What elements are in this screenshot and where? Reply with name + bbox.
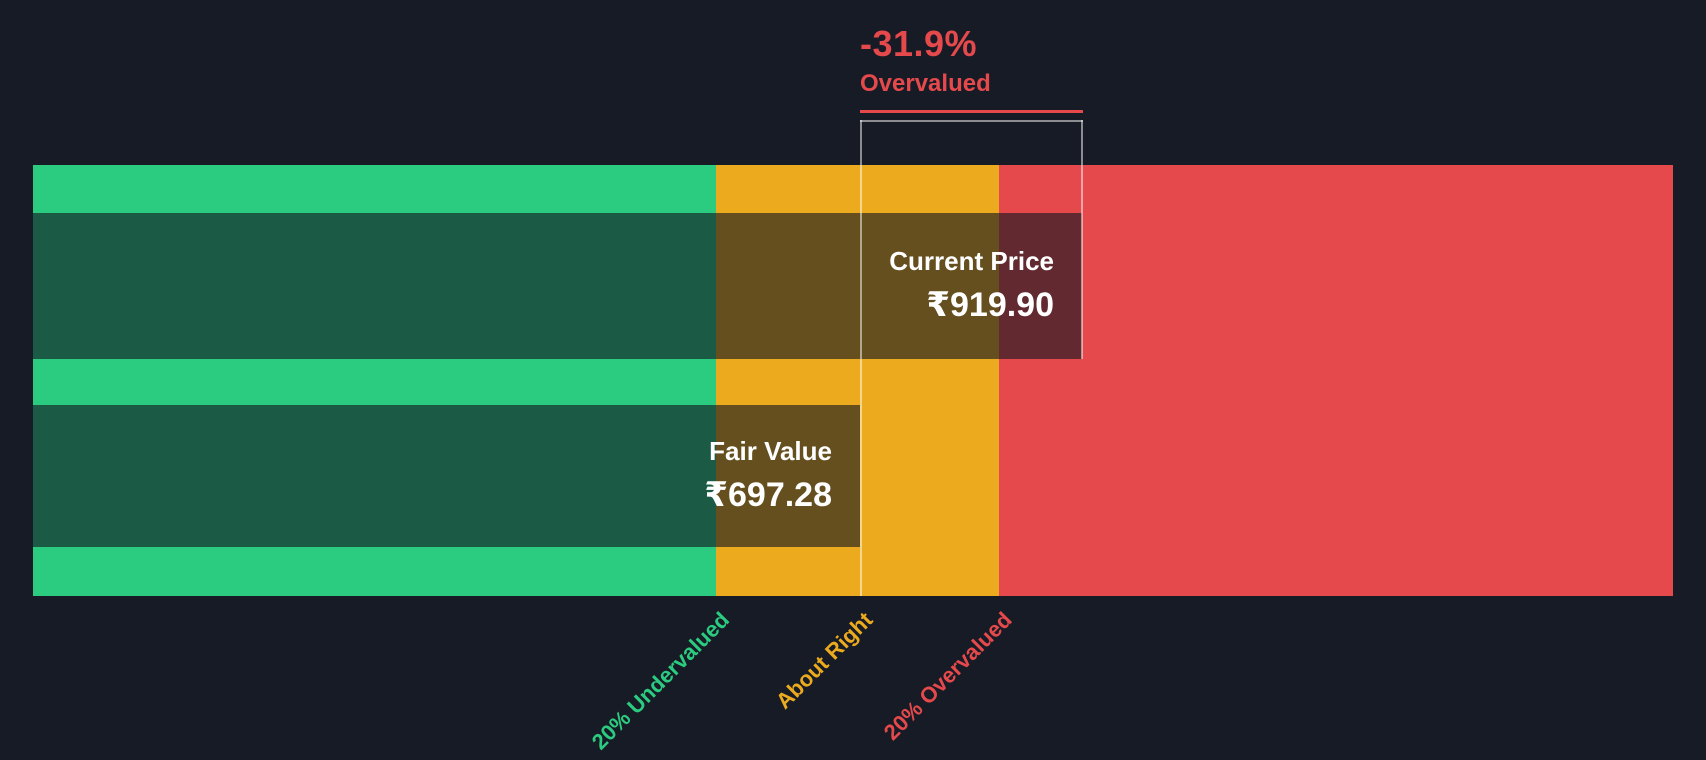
axis-label-undervalued: 20% Undervalued bbox=[586, 607, 734, 755]
delta-underline bbox=[860, 110, 1083, 113]
fair-value-value: ₹697.28 bbox=[704, 476, 832, 515]
bracket-top-line bbox=[860, 120, 1083, 122]
current-price-value: ₹919.90 bbox=[926, 286, 1054, 325]
current-price-band: Current Price ₹919.90 bbox=[33, 213, 1082, 359]
valuation-bar-chart: Current Price ₹919.90 Fair Value ₹697.28… bbox=[33, 110, 1673, 754]
zone-overvalued bbox=[999, 165, 1673, 596]
current-price-marker-line bbox=[1081, 120, 1083, 359]
fair-value-label: Fair Value bbox=[709, 436, 832, 466]
fair-value-marker-line bbox=[860, 120, 862, 596]
valuation-annotation: -31.9% Overvalued bbox=[860, 24, 991, 98]
axis-label-about-right: About Right bbox=[771, 607, 878, 714]
fair-value-band: Fair Value ₹697.28 bbox=[33, 405, 860, 547]
valuation-status-label: Overvalued bbox=[860, 69, 991, 97]
current-price-label: Current Price bbox=[889, 246, 1054, 276]
valuation-delta-percent: -31.9% bbox=[860, 23, 978, 64]
axis-label-overvalued: 20% Overvalued bbox=[878, 607, 1017, 745]
